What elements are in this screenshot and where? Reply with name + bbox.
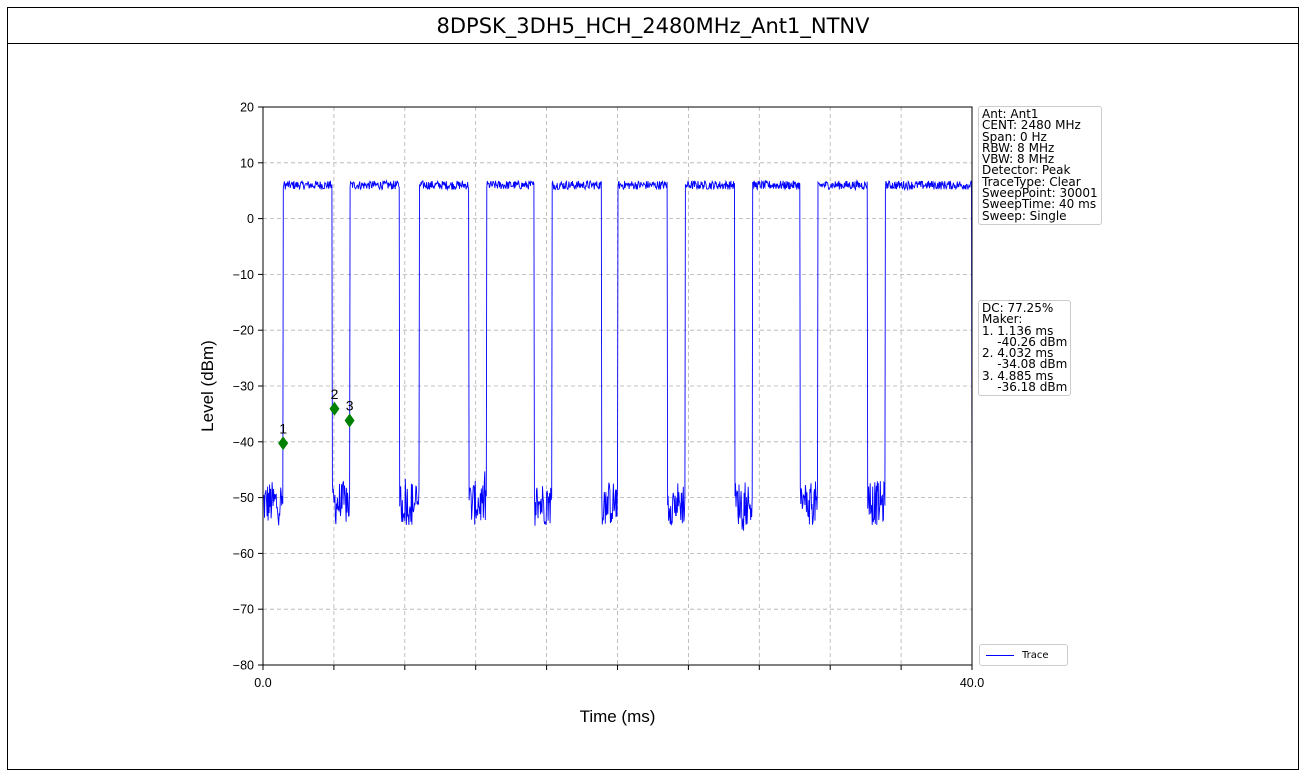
trace-line <box>262 179 973 531</box>
marker-info-line: -34.08 dBm <box>982 357 1068 372</box>
marker-info-line: -40.26 dBm <box>982 334 1068 349</box>
legend: Trace <box>979 644 1068 666</box>
x-axis-label: Time (ms) <box>580 707 656 726</box>
y-tick-label: −80 <box>233 659 254 673</box>
x-tick-label: 40.0 <box>960 676 984 690</box>
y-tick-label: −70 <box>233 603 254 617</box>
marker-3-label: 3 <box>346 397 354 413</box>
settings-line: Ant: Ant1 <box>982 107 1039 121</box>
marker-info-line: 1. 1.136 ms <box>982 323 1054 338</box>
legend-trace-label: Trace <box>1022 649 1049 661</box>
settings-line: VBW: 8 MHz <box>982 152 1055 167</box>
marker-3-diamond <box>344 413 355 428</box>
tick-layer: 20 10 0 −10 −20 −30 −40 −50 −60 −70 −800.0 40.0 <box>233 101 984 691</box>
y-tick-label: −50 <box>233 491 254 505</box>
y-tick-label: −20 <box>233 324 254 338</box>
settings-line: Span: 0 Hz <box>982 129 1047 144</box>
y-tick-label: −40 <box>233 435 254 449</box>
settings-line: CENT: 2480 MHz <box>982 118 1081 133</box>
y-tick-label: −60 <box>233 547 254 561</box>
marker-2-label: 2 <box>331 386 339 402</box>
settings-line: Detector: Peak <box>982 163 1071 178</box>
trace-layer <box>262 179 973 531</box>
y-tick-label: −30 <box>233 380 254 394</box>
grid-layer <box>263 107 972 665</box>
marker-info-line: Maker: <box>982 312 1023 327</box>
settings-line: SweepPoint: 30001 <box>982 186 1098 201</box>
y-tick-label: 20 <box>240 101 254 115</box>
settings-line: Sweep: Single <box>982 208 1067 223</box>
y-tick-label: 10 <box>240 156 254 170</box>
settings-info-box: Ant: Ant1 CENT: 2480 MHz Span: 0 Hz RBW: 8 … <box>978 106 1102 225</box>
chart-title: 8DPSK_3DH5_HCH_2480MHz_Ant1_NTNV <box>8 8 1298 44</box>
marker-1-diamond <box>278 436 289 451</box>
y-tick-label: −10 <box>233 268 254 282</box>
marker-info-line: 2. 4.032 ms <box>982 346 1054 361</box>
marker-1-label: 1 <box>279 420 287 436</box>
marker-info-line: -36.18 dBm <box>982 380 1068 395</box>
marker-info-line: DC: 77.25% <box>982 301 1054 315</box>
settings-line: RBW: 8 MHz <box>982 140 1055 155</box>
settings-line: SweepTime: 40 ms <box>982 197 1097 212</box>
y-axis-label: Level (dBm) <box>198 340 217 432</box>
marker-info-line: 3. 4.885 ms <box>982 368 1054 383</box>
marker-layer: 1 23 <box>278 386 355 451</box>
legend-trace-swatch <box>986 654 1014 656</box>
x-tick-label: 0.0 <box>254 676 271 690</box>
settings-line: TraceType: Clear <box>982 174 1081 189</box>
marker-info-box: DC: 77.25% Maker: 1. 1.136 ms -40.26 dBm 2.… <box>978 300 1072 397</box>
y-tick-label: 0 <box>247 212 254 226</box>
marker-2-diamond <box>329 401 340 416</box>
